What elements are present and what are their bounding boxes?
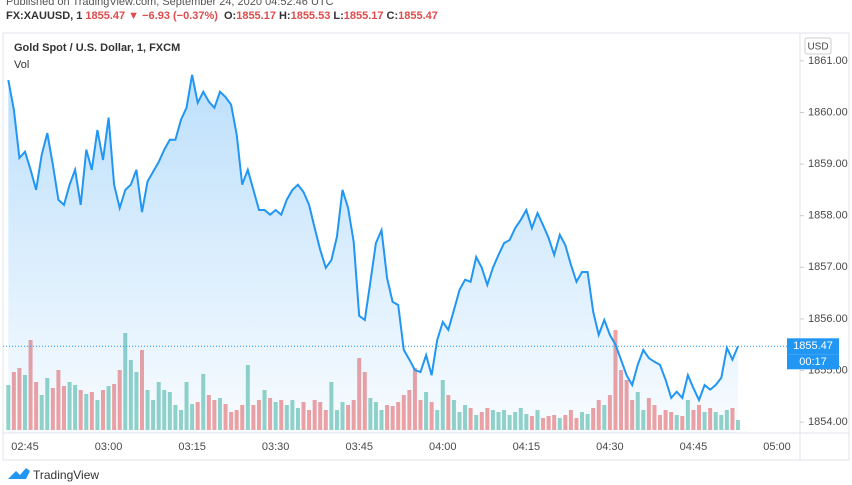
symbol: FX:XAUUSD, 1 [6,10,83,22]
x-tick-label: 04:45 [680,441,708,453]
price-line [7,74,739,403]
published: Published on TradingView.com, September … [6,0,334,8]
ohlc-key: L: [333,10,344,22]
y-tick-label: 1854.00 [808,416,848,428]
countdown: 00:17 [799,356,827,368]
y-tick-label: 1859.00 [808,158,848,170]
x-tick-label: 04:30 [596,441,624,453]
y-tick-label: 1858.00 [808,210,848,222]
x-tick-label: 04:15 [513,441,541,453]
x-tick-label: 04:00 [429,441,457,453]
ohlc: O:1855.17 H:1855.53 L:1855.17 C:1855.47 [224,10,441,22]
x-tick-label: 03:30 [262,441,290,453]
last-price-box [787,338,839,355]
last: 1855.47 [85,10,126,22]
change-text: −6.93 (−0.37%) [142,10,218,22]
y-tick-label: 1860.00 [808,106,848,118]
x-tick-label: 03:15 [178,441,206,453]
ohlc-value: 1855.17 [236,10,276,22]
volume-label: Vol [14,59,29,71]
ohlc-key: C: [386,10,399,22]
currency-box[interactable] [804,37,832,55]
brand: TradingView [33,468,99,482]
logo [8,468,30,479]
ohlc-value: 1855.17 [343,10,384,22]
area [8,74,739,434]
ohlc-key: O: [223,10,237,22]
y-tick-label: 1856.00 [808,313,848,325]
y-tick-label: 1861.00 [808,55,848,67]
ohlc-key: H: [278,10,291,22]
pane-border [2,32,850,461]
countdown-box [787,354,839,370]
ohlc-value: 1855.47 [398,10,438,22]
x-tick-label: 03:45 [345,441,373,453]
ohlc-value: 1855.53 [290,10,331,22]
currency: USD [807,42,828,53]
chart-title: Gold Spot / U.S. Dollar, 1, FXCM [14,42,180,54]
y-tick-label: 1857.00 [808,261,848,273]
volume-bar [736,420,741,430]
last-price-label: 1855.47 [793,340,833,352]
volume-bar [6,385,11,430]
quote-line: FX:XAUUSD, 1 1855.47 ▼ −6.93 (−0.37%) O:185… [6,10,444,22]
x-tick-label: 05:00 [763,441,791,453]
x-tick-label: 02:45 [11,441,39,453]
change: ▼ −6.93 (−0.37%) [128,10,218,22]
x-tick-label: 03:00 [95,441,123,453]
